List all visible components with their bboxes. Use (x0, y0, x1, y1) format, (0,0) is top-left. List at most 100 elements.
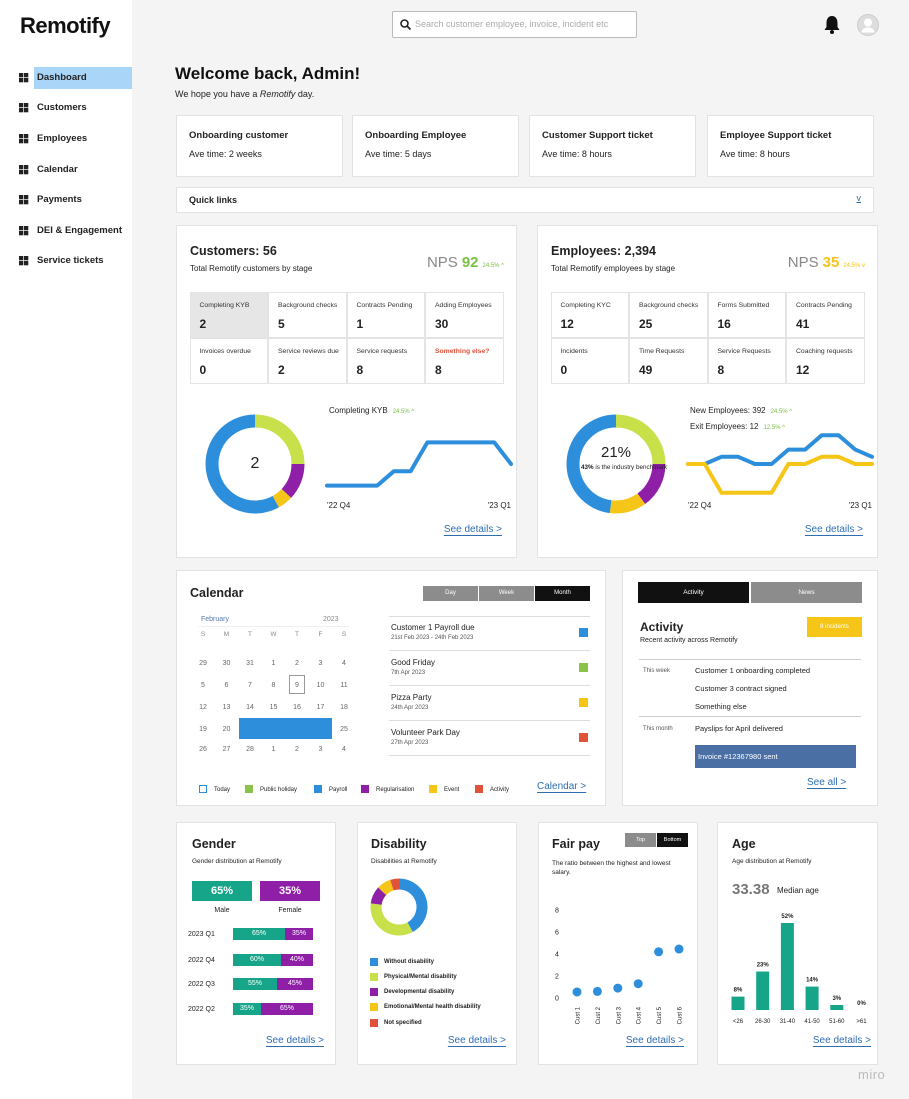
calendar-day[interactable]: 29 (199, 659, 207, 667)
activity-item[interactable]: Customer 3 contract signed (695, 684, 787, 693)
activity-tab[interactable]: Activity (638, 582, 749, 603)
calendar-day[interactable]: 8 (271, 681, 276, 689)
stage-cell[interactable]: Something else? 8 (425, 337, 504, 384)
calendar-day[interactable]: 10 (316, 681, 325, 689)
link[interactable]: See details > (804, 524, 863, 535)
bar-label: 0% (857, 1001, 866, 1007)
calendar-day[interactable]: 30 (222, 659, 231, 667)
nav-item[interactable]: Employees (37, 133, 88, 144)
stage-label: Service Requests (717, 347, 771, 355)
calendar-day[interactable]: 5 (201, 681, 205, 689)
calendar-tab[interactable]: Month (535, 586, 590, 601)
activity-item[interactable]: Something else (695, 702, 747, 711)
nav-item[interactable]: Payments (37, 194, 82, 205)
bar (756, 971, 770, 1010)
stage-cell[interactable]: Completing KYB 2 (189, 291, 268, 338)
trend-legend-change: 12.5% ^ (763, 425, 785, 431)
calendar-day[interactable]: 16 (293, 703, 301, 711)
stage-cell[interactable]: Completing KYC 12 (550, 291, 629, 338)
search-box[interactable]: Search customer employee, invoice, incid… (392, 11, 637, 38)
nav-item[interactable]: Dashboard (37, 72, 87, 83)
activity-tab[interactable]: News (751, 582, 862, 603)
icon-part (19, 78, 24, 83)
calendar-day[interactable]: 2 (295, 659, 299, 667)
calendar-day[interactable]: 31 (246, 659, 254, 667)
calendar-tab[interactable]: Week (479, 586, 534, 601)
link[interactable]: Calendar > (537, 781, 587, 792)
nav-item[interactable]: Service tickets (37, 255, 104, 266)
calendar-day[interactable]: 1 (271, 659, 276, 667)
calendar-day[interactable]: 9 (295, 681, 299, 689)
calendar-day[interactable]: 2 (295, 745, 299, 753)
stage-cell[interactable]: Service requests 8 (346, 337, 425, 384)
gender-period: 2023 Q1 (188, 930, 215, 938)
calendar-day[interactable]: 1 (271, 745, 276, 753)
stage-cell[interactable]: Service reviews due 2 (268, 337, 347, 384)
calendar-day[interactable]: 15 (269, 703, 278, 711)
panel-subtitle: Total Remotify employees by stage (551, 264, 676, 273)
stage-value: 12 (560, 316, 574, 331)
calendar-day[interactable]: 4 (342, 659, 346, 667)
calendar-day[interactable]: 6 (224, 681, 229, 689)
donut-segment (205, 414, 279, 514)
link[interactable]: See details > (443, 524, 502, 535)
nav-item[interactable]: Calendar (37, 164, 78, 175)
legend-swatch (429, 785, 437, 793)
nav-item[interactable]: DEI & Engagement (37, 225, 122, 236)
link[interactable]: See details > (265, 1035, 324, 1046)
incident-badge[interactable]: 8 incidents (807, 617, 862, 637)
event-title: Pizza Party (391, 693, 432, 702)
stage-cell[interactable]: Coaching requests 12 (786, 337, 865, 384)
stage-cell[interactable]: Contracts Pending 1 (346, 291, 425, 338)
fair-pay-toggle[interactable]: Bottom (657, 833, 688, 847)
quick-links[interactable]: Quick links v (176, 187, 874, 213)
stage-cell[interactable]: Contracts Pending 41 (786, 291, 865, 338)
calendar-day[interactable]: 3 (318, 659, 323, 667)
weekday: T (295, 631, 299, 638)
stage-cell[interactable]: Invoices overdue 0 (189, 337, 268, 384)
link[interactable]: See details > (447, 1035, 506, 1046)
legend-swatch (370, 973, 378, 981)
calendar-day[interactable]: 25 (340, 725, 348, 733)
stage-cell[interactable]: Background checks 25 (629, 291, 708, 338)
nav-item[interactable]: Customers (37, 102, 87, 113)
gender-total: 35% (260, 881, 320, 901)
fair-pay-toggle[interactable]: Top (625, 833, 656, 847)
calendar-day[interactable]: 11 (340, 681, 348, 689)
link[interactable]: See all > (807, 777, 847, 788)
stage-cell[interactable]: Time Requests 49 (629, 337, 708, 384)
calendar-day[interactable]: 3 (318, 745, 323, 753)
activity-item[interactable]: Invoice #12367980 sent (695, 745, 856, 768)
gender-period: 2022 Q3 (188, 980, 215, 988)
calendar-day[interactable]: 17 (316, 703, 325, 711)
x-tick-label: Cust 5 (657, 1006, 663, 1024)
calendar-month[interactable]: February (201, 616, 230, 623)
calendar-tab[interactable]: Day (423, 586, 478, 601)
legend-label: Not specified (384, 1020, 422, 1026)
calendar-day[interactable]: 19 (199, 725, 207, 733)
stage-cell[interactable]: Service Requests 8 (707, 337, 786, 384)
activity-item[interactable]: Customer 1 onboarding completed (695, 666, 811, 675)
calendar-day[interactable]: 27 (222, 745, 231, 753)
calendar-year[interactable]: 2023 (323, 616, 339, 623)
calendar-day[interactable]: 18 (340, 703, 348, 711)
quick-links-toggle[interactable]: v (856, 193, 862, 203)
stage-cell[interactable]: Background checks 5 (268, 291, 347, 338)
stage-cell[interactable]: Adding Employees 30 (425, 291, 504, 338)
calendar-day[interactable]: 12 (199, 703, 207, 711)
scatter-point (674, 944, 684, 954)
calendar-day[interactable]: 13 (222, 703, 231, 711)
calendar-day[interactable]: 14 (246, 703, 254, 711)
calendar-day[interactable]: 26 (199, 745, 207, 753)
calendar-day[interactable]: 7 (248, 681, 252, 689)
activity-item[interactable]: Payslips for April delivered (695, 724, 783, 733)
legend-swatch (314, 785, 322, 793)
stage-cell[interactable]: Forms Submitted 16 (707, 291, 786, 338)
stage-cell[interactable]: Incidents 0 (550, 337, 629, 384)
calendar-day[interactable]: 28 (246, 745, 254, 753)
calendar-day[interactable]: 4 (342, 745, 346, 753)
calendar-day[interactable]: 20 (222, 725, 231, 733)
link[interactable]: See details > (812, 1035, 871, 1046)
link[interactable]: See details > (625, 1035, 684, 1046)
stage-value: 8 (356, 362, 364, 377)
